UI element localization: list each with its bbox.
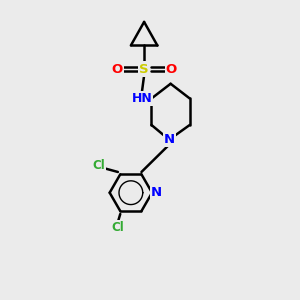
Text: HN: HN [131,92,152,105]
Text: N: N [164,133,175,146]
Text: O: O [166,62,177,76]
Text: S: S [139,62,149,76]
Text: Cl: Cl [93,159,105,172]
Text: O: O [111,62,123,76]
Text: Cl: Cl [111,221,124,234]
Text: N: N [151,186,162,199]
